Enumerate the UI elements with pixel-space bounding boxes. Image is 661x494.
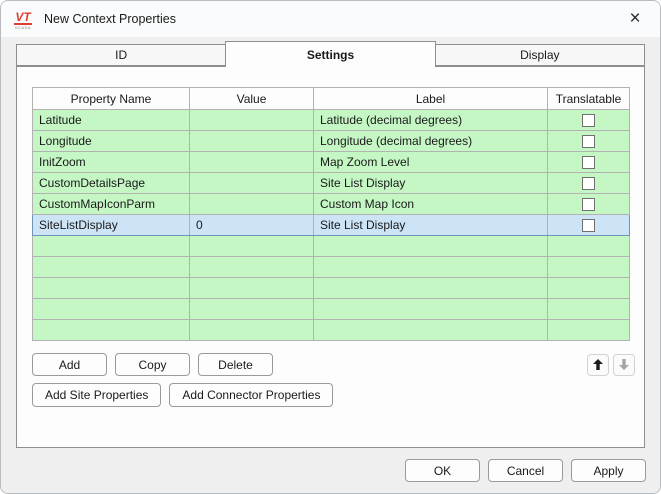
cell-value[interactable] [189, 151, 314, 173]
tab-settings[interactable]: Settings [225, 41, 436, 67]
settings-tab-panel: Property Name Value Label Translatable L… [16, 66, 645, 448]
cell-property-name[interactable]: CustomDetailsPage [32, 172, 190, 194]
translatable-checkbox[interactable] [582, 135, 595, 149]
table-body: Latitude Latitude (decimal degrees) Longit… [32, 109, 630, 341]
cell-empty[interactable] [547, 256, 630, 278]
table-row[interactable]: CustomMapIconParm Custom Map Icon [32, 193, 630, 215]
cell-label[interactable]: Custom Map Icon [313, 193, 548, 215]
cancel-button[interactable]: Cancel [488, 459, 563, 482]
cell-empty[interactable] [547, 319, 630, 341]
cell-property-name[interactable]: SiteListDisplay [32, 214, 190, 236]
titlebar: VT SCADA New Context Properties × [1, 1, 660, 37]
table-row-empty[interactable] [32, 319, 630, 341]
bulk-add-row: Add Site Properties Add Connector Proper… [32, 383, 629, 407]
move-up-button[interactable] [587, 353, 609, 376]
cell-empty[interactable] [189, 298, 314, 320]
cell-property-name[interactable]: Longitude [32, 130, 190, 152]
cell-empty[interactable] [313, 298, 548, 320]
cell-label[interactable]: Longitude (decimal degrees) [313, 130, 548, 152]
table-row-empty[interactable] [32, 256, 630, 278]
cell-empty[interactable] [313, 256, 548, 278]
cell-empty[interactable] [189, 319, 314, 341]
translatable-checkbox[interactable] [582, 198, 595, 212]
cell-label[interactable]: Site List Display [313, 214, 548, 236]
cell-translatable [547, 172, 630, 194]
cell-empty[interactable] [189, 235, 314, 257]
up-arrow-icon [593, 359, 603, 370]
cell-value[interactable] [189, 193, 314, 215]
cell-empty[interactable] [313, 319, 548, 341]
move-down-button[interactable] [613, 353, 635, 376]
table-header-row: Property Name Value Label Translatable [32, 87, 630, 110]
add-button[interactable]: Add [32, 353, 107, 376]
cell-value[interactable] [189, 109, 314, 131]
cell-label[interactable]: Map Zoom Level [313, 151, 548, 173]
cell-value[interactable]: 0 [189, 214, 314, 236]
table-row-empty[interactable] [32, 298, 630, 320]
cell-translatable [547, 151, 630, 173]
copy-button[interactable]: Copy [115, 353, 190, 376]
tab-bar: ID Settings Display [16, 40, 645, 67]
cell-empty[interactable] [547, 298, 630, 320]
add-connector-properties-button[interactable]: Add Connector Properties [169, 383, 334, 407]
window-title: New Context Properties [44, 12, 177, 26]
column-header-property-name: Property Name [32, 87, 190, 110]
cell-label[interactable]: Latitude (decimal degrees) [313, 109, 548, 131]
cell-property-name[interactable]: InitZoom [32, 151, 190, 173]
cell-label[interactable]: Site List Display [313, 172, 548, 194]
cell-empty[interactable] [189, 256, 314, 278]
cell-empty[interactable] [189, 277, 314, 299]
cell-value[interactable] [189, 172, 314, 194]
cell-empty[interactable] [313, 277, 548, 299]
cell-empty[interactable] [547, 277, 630, 299]
properties-table: Property Name Value Label Translatable L… [32, 87, 630, 341]
cell-translatable [547, 109, 630, 131]
cell-translatable [547, 193, 630, 215]
delete-button[interactable]: Delete [198, 353, 273, 376]
cell-empty[interactable] [32, 256, 190, 278]
cell-empty[interactable] [32, 277, 190, 299]
translatable-checkbox[interactable] [582, 177, 595, 191]
column-header-value: Value [189, 87, 314, 110]
table-row-empty[interactable] [32, 235, 630, 257]
column-header-translatable: Translatable [547, 87, 630, 110]
cell-empty[interactable] [32, 235, 190, 257]
close-icon[interactable]: × [629, 8, 641, 29]
table-actions-row: Add Copy Delete [32, 353, 635, 376]
cell-property-name[interactable]: Latitude [32, 109, 190, 131]
table-row[interactable]: SiteListDisplay 0 Site List Display [32, 214, 630, 236]
cell-empty[interactable] [313, 235, 548, 257]
down-arrow-icon [619, 359, 629, 370]
vtscada-logo-icon: VT SCADA [11, 9, 35, 30]
translatable-checkbox[interactable] [582, 219, 595, 233]
table-row[interactable]: Latitude Latitude (decimal degrees) [32, 109, 630, 131]
cell-translatable [547, 214, 630, 236]
cell-translatable [547, 130, 630, 152]
apply-button[interactable]: Apply [571, 459, 646, 482]
translatable-checkbox[interactable] [582, 114, 595, 128]
translatable-checkbox[interactable] [582, 156, 595, 170]
cell-empty[interactable] [547, 235, 630, 257]
table-row-empty[interactable] [32, 277, 630, 299]
dialog-footer: OK Cancel Apply [1, 448, 660, 493]
ok-button[interactable]: OK [405, 459, 480, 482]
add-site-properties-button[interactable]: Add Site Properties [32, 383, 162, 407]
tab-display[interactable]: Display [434, 44, 645, 66]
logo-subtext: SCADA [14, 24, 32, 30]
cell-empty[interactable] [32, 298, 190, 320]
table-row[interactable]: CustomDetailsPage Site List Display [32, 172, 630, 194]
cell-empty[interactable] [32, 319, 190, 341]
table-row[interactable]: InitZoom Map Zoom Level [32, 151, 630, 173]
cell-value[interactable] [189, 130, 314, 152]
cell-property-name[interactable]: CustomMapIconParm [32, 193, 190, 215]
table-row[interactable]: Longitude Longitude (decimal degrees) [32, 130, 630, 152]
tab-id[interactable]: ID [16, 44, 227, 66]
reorder-buttons [587, 353, 635, 376]
column-header-label: Label [313, 87, 548, 110]
logo-text: VT [14, 9, 32, 25]
